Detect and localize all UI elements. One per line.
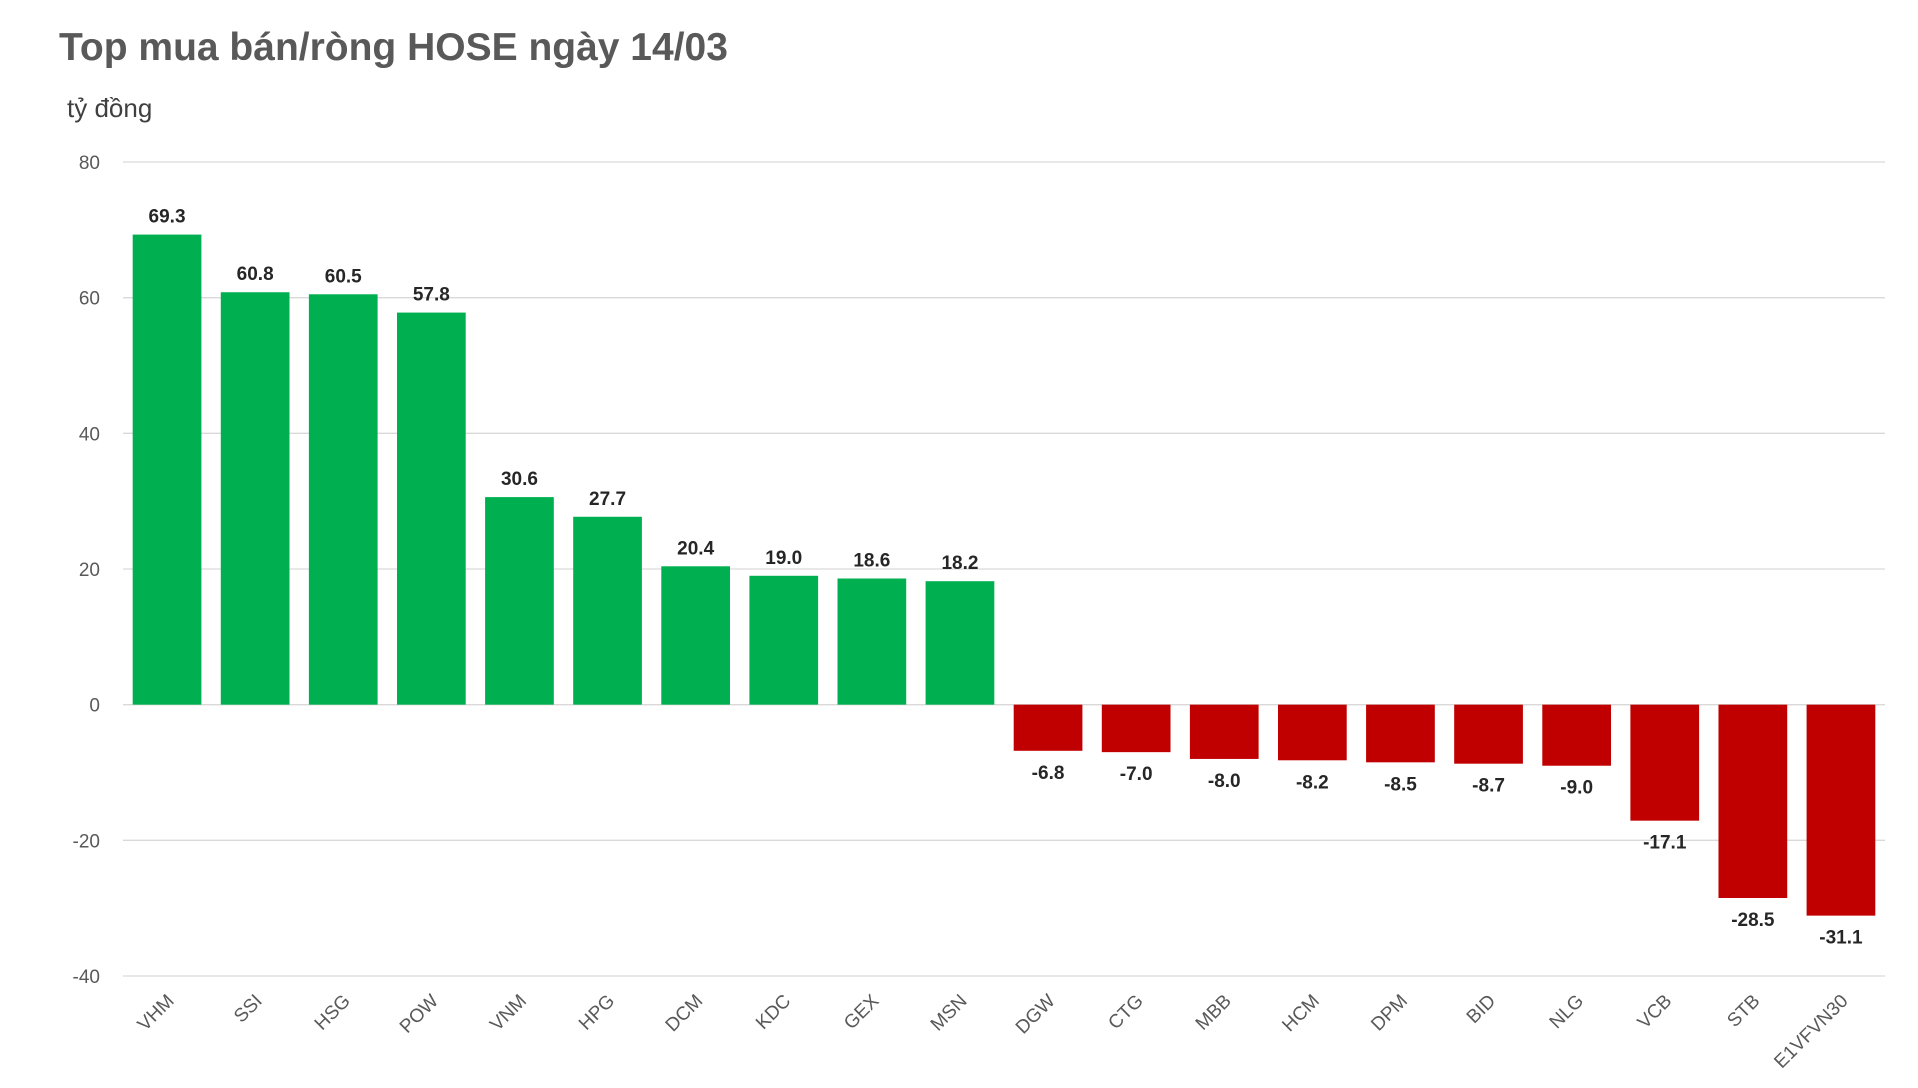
bar-pow — [396, 312, 466, 705]
bar-hpg — [573, 516, 642, 705]
bar-dgw — [1013, 704, 1083, 751]
bar-nlg — [1542, 704, 1612, 766]
bar-dcm — [661, 566, 731, 705]
x-category-label: E1VFVN30 — [1770, 991, 1852, 1073]
data-label: 57.8 — [413, 285, 450, 306]
data-label: -8.2 — [1296, 772, 1329, 793]
bar-hsg — [308, 294, 378, 705]
y-tick-label: -20 — [73, 831, 100, 852]
x-category-label: SSI — [230, 991, 267, 1028]
data-label: 69.3 — [149, 207, 186, 228]
bar-vcb — [1630, 704, 1700, 821]
data-label: 19.0 — [765, 548, 802, 569]
data-label: -9.0 — [1560, 778, 1593, 799]
data-label: -8.7 — [1472, 776, 1505, 797]
bar-kdc — [749, 575, 819, 705]
data-label: -8.0 — [1208, 771, 1241, 792]
y-tick-label: 0 — [89, 696, 100, 717]
y-tick-label: 80 — [79, 153, 100, 174]
bar-vhm — [132, 234, 202, 705]
x-category-label: DCM — [662, 991, 707, 1036]
data-label: 18.6 — [853, 550, 890, 571]
data-label: -17.1 — [1643, 833, 1687, 854]
data-label: -31.1 — [1819, 928, 1863, 949]
bar-ctg — [1101, 704, 1171, 753]
y-tick-label: 20 — [79, 560, 100, 581]
bar-msn — [925, 581, 995, 705]
bar-e1vfvn30 — [1806, 704, 1876, 916]
x-category-label: HSG — [311, 991, 355, 1035]
bar-dpm — [1366, 704, 1435, 763]
x-category-label: VCB — [1634, 991, 1676, 1033]
x-category-label: HCM — [1278, 991, 1323, 1036]
y-axis-unit-label: tỷ đồng — [67, 93, 152, 123]
x-category-label: DGW — [1012, 991, 1060, 1039]
chart-title: Top mua bán/ròng HOSE ngày 14/03 — [59, 26, 728, 69]
data-label: 60.8 — [237, 264, 274, 285]
x-category-label: MSN — [927, 991, 972, 1036]
x-category-label: HPG — [575, 991, 619, 1035]
data-label: 60.5 — [325, 266, 362, 287]
x-category-label: VNM — [486, 991, 531, 1036]
bar-bid — [1454, 704, 1523, 764]
bar-ssi — [220, 292, 290, 705]
bar-mbb — [1189, 704, 1259, 759]
x-category-label: VHM — [134, 991, 179, 1036]
x-category-label: MBB — [1192, 991, 1236, 1035]
data-label: -28.5 — [1731, 910, 1775, 931]
data-label: 30.6 — [501, 469, 538, 490]
y-tick-label: 60 — [79, 289, 100, 310]
data-label: -8.5 — [1384, 774, 1417, 795]
x-category-label: STB — [1723, 991, 1764, 1032]
data-label: 20.4 — [677, 538, 714, 559]
x-category-label: DPM — [1367, 991, 1412, 1036]
data-label: -7.0 — [1120, 764, 1153, 785]
bar-hcm — [1277, 704, 1347, 761]
bar-gex — [837, 578, 907, 705]
x-category-label: NLG — [1546, 991, 1588, 1033]
y-tick-label: -40 — [73, 967, 100, 988]
x-category-label: GEX — [840, 990, 883, 1033]
x-category-label: CTG — [1104, 991, 1147, 1034]
data-label: 18.2 — [941, 553, 978, 574]
data-label: 27.7 — [589, 489, 626, 510]
x-category-label: KDC — [752, 991, 795, 1034]
y-tick-label: 40 — [79, 424, 100, 445]
bar-vnm — [485, 497, 554, 705]
x-category-label: BID — [1463, 991, 1500, 1028]
x-category-label: POW — [396, 991, 443, 1038]
data-label: -6.8 — [1032, 763, 1065, 784]
bar-stb — [1718, 704, 1788, 898]
